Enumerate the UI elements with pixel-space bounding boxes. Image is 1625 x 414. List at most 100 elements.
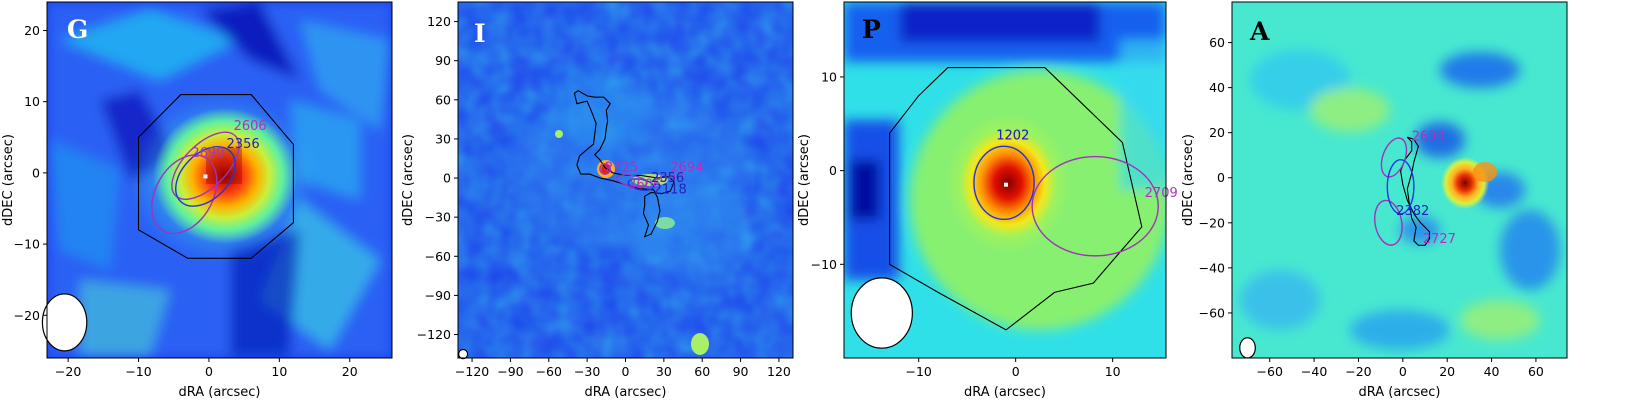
panel-g-tag: G (67, 15, 88, 44)
panel-p-source-label: 1202 (996, 129, 1029, 144)
panel-p-ytick-label: 10 (821, 69, 837, 84)
panel-g-beam (41, 293, 88, 352)
panel-a-xtick-label: −40 (1301, 364, 1327, 379)
panel-i-ylabel: dDEC (arcsec) (401, 134, 416, 226)
panel-g-xtick-label: 10 (271, 364, 287, 379)
panel-g-ytick-label: −20 (14, 308, 40, 323)
panel-a-source-label: 2727 (1423, 232, 1456, 247)
panel-p-ytick-label: −10 (811, 257, 837, 272)
panel-p-source-ellipse (973, 145, 1035, 221)
panel-g-ylabel: dDEC (arcsec) (1, 134, 16, 226)
panel-g-source-ellipse (151, 154, 218, 235)
panel-i-xtick-label: −60 (536, 364, 562, 379)
panel-g-image (47, 2, 392, 358)
panel-a-ylabel: dDEC (arcsec) (1181, 134, 1196, 226)
panel-p-peak-marker (1003, 182, 1008, 187)
panel-i-contour (573, 90, 675, 238)
panel-i-xtick-label: 120 (767, 364, 791, 379)
panel-g-source-label: 2356 (227, 137, 260, 152)
panel-g-xtick-label: 20 (342, 364, 358, 379)
panel-p-xtick-label: 0 (1012, 364, 1020, 379)
panel-g-source-ellipse (171, 131, 240, 200)
panel-i-ytick-label: 90 (435, 53, 451, 68)
panel-p-xtick-label: 10 (1105, 364, 1121, 379)
panel-i-ytick-label: 120 (427, 14, 451, 29)
panel-g-xtick-label: −10 (125, 364, 151, 379)
panel-g-ytick-label: 20 (24, 23, 40, 38)
panel-g-ytick-label: 0 (32, 165, 40, 180)
panel-a-source-label: 2634 (1412, 130, 1445, 145)
panel-p-ylabel: dDEC (arcsec) (797, 134, 812, 226)
panel-p-image (844, 2, 1166, 358)
panel-a-source-ellipse (1374, 199, 1403, 246)
panel-i-source-ellipse (627, 178, 655, 191)
panel-a-xtick-label: −60 (1257, 364, 1283, 379)
panel-a-ytick-label: 0 (1217, 170, 1225, 185)
panel-g-xtick-label: 0 (205, 364, 213, 379)
panel-i-ytick-label: −90 (425, 288, 451, 303)
panel-a-source-ellipse (1386, 159, 1415, 215)
panel-i-xtick-label: 90 (733, 364, 749, 379)
panel-p-contour (889, 67, 1143, 331)
panel-i-xlabel: dRA (arcsec) (584, 385, 666, 400)
panel-i-axes: −120 −90 −60 −30 0 30 60 90 120 −120 −90 −60 −30 0 30 6… (417, 14, 791, 379)
panel-p-tag: P (862, 15, 881, 44)
panel-a-xtick-label: −20 (1345, 364, 1371, 379)
panel-i-ytick-label: 0 (443, 171, 451, 186)
panel-p-source-ellipse (1031, 155, 1159, 257)
panel-a-xtick-label: 0 (1399, 364, 1407, 379)
panel-a-ytick-label: −20 (1199, 215, 1225, 230)
panel-i-source-label: 2725 (605, 161, 638, 176)
panel-i-xtick-label: −120 (455, 364, 489, 379)
panel-g-xtick-label: −20 (55, 364, 81, 379)
panel-a-image (1232, 2, 1567, 358)
panel-i-beam (458, 348, 469, 360)
panel-i-xtick-label: 60 (694, 364, 710, 379)
panel-p-xlabel: dRA (arcsec) (964, 385, 1046, 400)
panel-i-xtick-label: −30 (574, 364, 600, 379)
panel-i-source-label: 2690 (651, 171, 684, 186)
panel-i-ytick-label: −30 (425, 210, 451, 225)
panel-i-source-ellipse (599, 162, 611, 175)
panel-a-overlay: 2634 2382 2727 (1239, 130, 1456, 359)
panel-a-xtick-label: 20 (1439, 364, 1455, 379)
panel-i-source-label: 2356 (651, 171, 684, 186)
panel-g-source-label: 2690 (191, 146, 224, 161)
panel-a-xtick-label: 60 (1528, 364, 1544, 379)
panel-a-axes: −60 −40 −20 0 20 40 60 −60 −40 −20 0 20 40 60 (1199, 35, 1544, 379)
panel-a-xlabel: dRA (arcsec) (1358, 385, 1440, 400)
panel-i-ytick-label: −120 (417, 327, 451, 342)
panel-i-source-label: 2694 (670, 161, 703, 176)
panel-g-axes: −20 −10 0 10 20 −20 −10 0 10 20 (14, 23, 358, 379)
panel-a-ytick-label: 60 (1209, 35, 1225, 50)
panel-g-ytick-label: 10 (24, 94, 40, 109)
panel-p-axes: −10 0 10 −10 0 10 (811, 69, 1121, 379)
panel-a-ytick-label: −60 (1199, 305, 1225, 320)
panel-p-beam (850, 277, 913, 349)
panel-a-tag: A (1249, 17, 1270, 46)
panel-p-source-label: 1202 (996, 129, 1029, 144)
panel-a-ytick-label: 20 (1209, 125, 1225, 140)
panel-g-contour (137, 94, 294, 259)
panel-i-ytick-label: −60 (425, 249, 451, 264)
panel-g-source-label: 2606 (234, 119, 267, 134)
panel-p-source-label: 2709 (1145, 186, 1178, 201)
panel-i-ytick-label: 60 (435, 92, 451, 107)
panel-a-source-label: 2382 (1396, 204, 1429, 219)
panel-a-ytick-label: 40 (1209, 80, 1225, 95)
panel-p-xtick-label: −10 (905, 364, 931, 379)
panel-i-source-label: 2118 (654, 183, 687, 198)
panel-a-xtick-label: 40 (1484, 364, 1500, 379)
panel-p-ytick-label: 0 (829, 163, 837, 178)
panel-a-ytick-label: −40 (1199, 260, 1225, 275)
panel-g-xlabel: dRA (arcsec) (178, 385, 260, 400)
panel-g-source-ellipse (175, 146, 236, 207)
panel-a-beam (1239, 337, 1256, 359)
